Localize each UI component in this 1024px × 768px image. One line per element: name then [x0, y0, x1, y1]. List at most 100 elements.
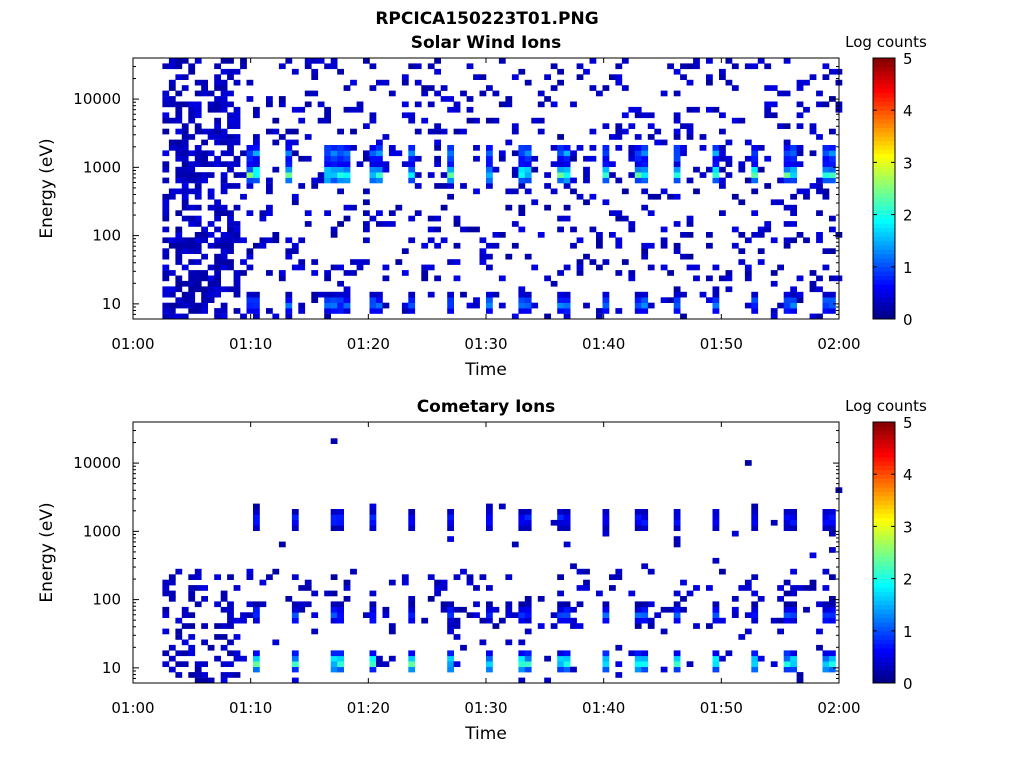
colorbar-swatch — [873, 66, 895, 72]
heatmap-cell — [680, 313, 687, 320]
heatmap-cell — [233, 270, 241, 276]
heatmap-cell — [570, 150, 577, 157]
heatmap-cell — [343, 150, 351, 157]
heatmap-cell — [227, 248, 234, 254]
heatmap-cell — [168, 308, 176, 314]
heatmap-cell — [829, 291, 836, 298]
heatmap-cell — [440, 601, 448, 608]
heatmap-cell — [188, 63, 196, 70]
heatmap-cell — [563, 650, 571, 657]
x-tick-label: 01:40 — [582, 699, 625, 717]
heatmap-cell — [602, 519, 610, 526]
heatmap-cell — [291, 193, 299, 200]
heatmap-cell — [369, 166, 377, 173]
heatmap-cell — [330, 514, 338, 521]
colorbar-swatch — [873, 253, 895, 259]
heatmap-cell — [350, 568, 357, 575]
heatmap-cell — [201, 623, 208, 629]
heatmap-cell — [440, 85, 448, 91]
colorbar-swatch — [873, 435, 895, 440]
heatmap-cell — [518, 677, 526, 684]
heatmap-cell — [583, 302, 590, 309]
heatmap-cell — [427, 596, 435, 602]
heatmap-cell — [492, 232, 500, 238]
heatmap-cell — [498, 503, 506, 510]
heatmap-cell — [667, 606, 674, 613]
heatmap-cell — [719, 617, 726, 624]
heatmap-cell — [693, 623, 700, 629]
heatmap-cell — [751, 308, 759, 314]
heatmap-cell — [796, 672, 804, 678]
heatmap-cell — [518, 612, 526, 618]
heatmap-cell — [796, 161, 804, 167]
heatmap-cell — [175, 259, 183, 265]
heatmap-cell — [796, 79, 804, 86]
heatmap-cell — [317, 101, 325, 108]
heatmap-cell — [479, 248, 487, 254]
heatmap-cell — [401, 112, 409, 119]
heatmap-cell — [285, 139, 293, 146]
heatmap-cell — [175, 155, 183, 162]
heatmap-cell — [181, 237, 189, 244]
heatmap-cell — [168, 96, 176, 102]
heatmap-cell — [686, 128, 694, 135]
x-tick-label: 01:10 — [229, 699, 272, 717]
heatmap-cell — [207, 172, 215, 178]
heatmap-cell — [615, 574, 623, 580]
heatmap-cell — [376, 150, 383, 157]
heatmap-cell — [317, 58, 325, 64]
heatmap-cell — [253, 509, 260, 515]
heatmap-cell — [790, 612, 797, 618]
heatmap-cell — [486, 525, 493, 531]
heatmap-cell — [829, 226, 836, 233]
heatmap-cell — [233, 79, 241, 86]
heatmap-cell — [220, 286, 228, 293]
heatmap-cell — [634, 612, 642, 618]
heatmap-cell — [447, 155, 454, 162]
heatmap-cell — [447, 655, 454, 662]
heatmap-cell — [324, 112, 331, 119]
heatmap-cell — [790, 601, 797, 608]
heatmap-cell — [699, 291, 707, 298]
heatmap-cell — [557, 302, 564, 309]
heatmap-cell — [563, 183, 571, 189]
heatmap-cell — [647, 193, 655, 200]
heatmap-cell — [673, 117, 681, 124]
heatmap-cell — [790, 172, 797, 178]
heatmap-cell — [181, 128, 189, 135]
heatmap-cell — [602, 145, 610, 151]
heatmap-cell — [447, 666, 454, 673]
heatmap-cell — [719, 183, 726, 189]
heatmap-cell — [693, 63, 700, 70]
heatmap-cell — [751, 661, 759, 667]
heatmap-cell — [453, 259, 461, 265]
heatmap-cell — [524, 79, 532, 86]
heatmap-cell — [220, 661, 228, 667]
heatmap-cell — [162, 275, 170, 282]
colorbar-swatch — [873, 114, 895, 120]
heatmap-cell — [777, 302, 784, 309]
colorbar-swatch — [873, 192, 895, 198]
heatmap-cell — [175, 617, 183, 624]
heatmap-cell — [706, 74, 713, 80]
heatmap-cell — [447, 661, 454, 667]
heatmap-cell — [233, 204, 241, 211]
heatmap-cell — [233, 68, 241, 75]
heatmap-cell — [220, 606, 228, 613]
colorbar-tick-label: 5 — [903, 414, 913, 432]
heatmap-cell — [408, 291, 416, 298]
heatmap-cell — [408, 297, 416, 303]
heatmap-cell — [253, 525, 260, 531]
heatmap-cell — [641, 155, 649, 162]
heatmap-cell — [615, 79, 623, 86]
heatmap-cell — [447, 302, 454, 309]
heatmap-cell — [563, 161, 571, 167]
heatmap-cell — [719, 210, 726, 216]
colorbar-swatch — [873, 101, 895, 107]
heatmap-cell — [498, 58, 506, 64]
heatmap-cell — [557, 79, 564, 86]
heatmap-cell — [181, 166, 189, 173]
heatmap-cell — [175, 112, 183, 119]
heatmap-cell — [634, 106, 642, 113]
heatmap-cell — [207, 90, 215, 97]
